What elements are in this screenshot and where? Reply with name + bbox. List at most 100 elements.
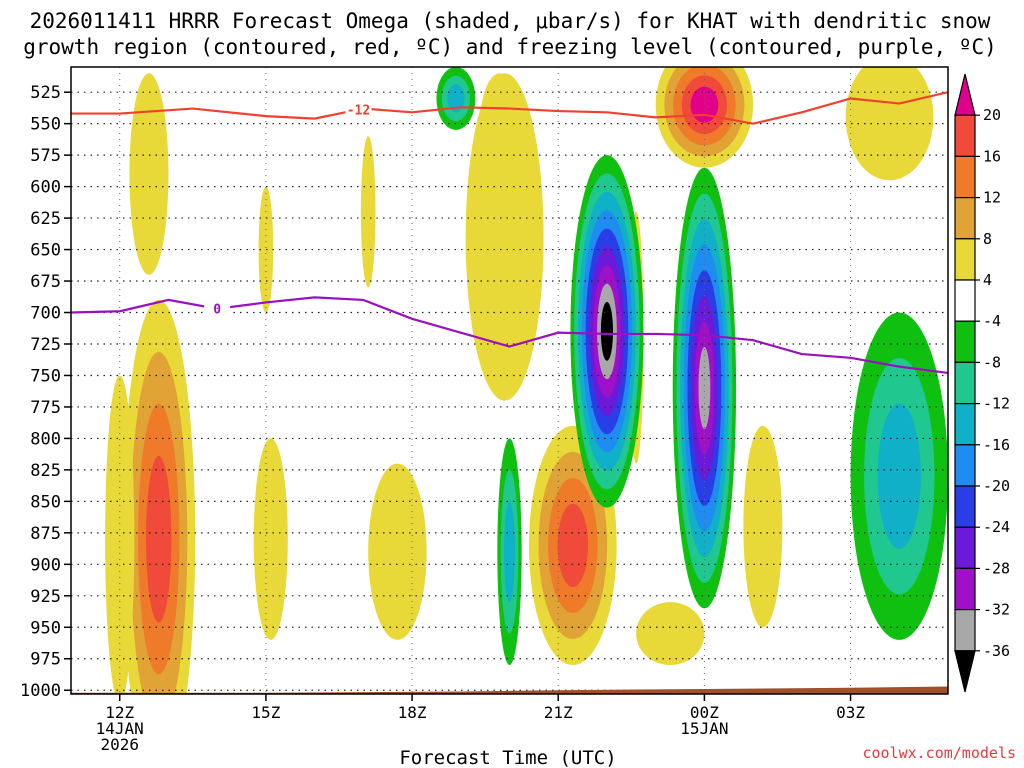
y-tick-label-600: 600 [30,178,61,198]
x-tick-label-15z: 15Z [251,703,280,722]
plot-frame [70,66,949,695]
omega-shade-sink-21z-low-3 [557,503,589,588]
omega-feature-sink-00z-upper [655,67,754,168]
colorbar-band-5 [954,279,976,322]
freezing-contour-label-bg [204,300,231,316]
omega-feature-sink-12z-upper [129,73,169,275]
omega-shade-sink-12z-upper-0 [129,73,169,275]
omega-shade-sink-0330z-upper-0 [845,67,934,181]
y-tick-label-575: 575 [30,146,61,166]
colorbar-label-3: 8 [983,230,992,248]
colorbar-band-12 [954,567,976,611]
y-tick-label-675: 675 [30,272,61,292]
x-tick-label-14jan: 14JAN [96,719,144,738]
omega-shade-rise-20z-low-2 [504,501,515,603]
y-tick-label-975: 975 [30,650,61,670]
omega-shade-rise-1830z-upper-2 [447,84,465,113]
colorbar-label-11: -28 [983,559,1010,577]
colorbar-label-0: 20 [983,106,1001,124]
y-tick-label-725: 725 [30,335,61,355]
y-tick-label-625: 625 [30,209,61,229]
grid-lines [71,67,948,694]
chart-title-line-1: 2026011411 HRRR Forecast Omega (shaded, … [30,9,991,33]
colorbar-band-2 [954,155,976,199]
y-tick-label-650: 650 [30,241,61,261]
y-tick-label-900: 900 [30,555,61,575]
dendritic-contour-line [71,91,948,125]
terrain [71,686,948,694]
colorbar-band-9 [954,444,976,487]
y-tick-label-750: 750 [30,366,61,386]
x-tick-label-00z: 00Z [690,703,719,722]
colorbar-band-3 [954,197,976,240]
omega-shade-sink-15z-mid-0 [258,186,274,313]
omega-feature-rise-2130z-core [570,155,644,508]
y-tick-label-925: 925 [30,587,61,607]
chart-title-line-2: growth region (contoured, red, ºC) and f… [23,35,997,59]
omega-shade-sink-19z-upper-0 [480,73,520,175]
colorbar-band-11 [954,526,976,570]
omega-shade-sink-1230z-column-3 [145,455,172,623]
dendritic-contour-label-bg [345,101,372,117]
omega-feature-sink-1730z-low [368,463,427,640]
omega-shade-sink-01z-low-0 [743,425,783,628]
colorbar-label-8: -16 [983,436,1010,454]
colorbar-label-13: -36 [983,642,1010,660]
colorbar-label-10: -24 [983,518,1010,536]
colorbar-band-6 [954,320,976,364]
omega-feature-rise-1830z-upper [436,67,476,130]
omega-feature-sink-1130z-low [105,375,135,694]
omega-feature-sink-17z-mid [360,136,376,288]
colorbar: 20 16 12 8 4 -4 -8 -12 -16 -20 -24 -28 -32 -36 [954,73,1010,693]
omega-shade-sink-17z-mid-0 [360,136,376,288]
colorbar-band-7 [954,361,976,405]
colorbar-band-1 [954,114,976,157]
plot-area: -12 0 [71,67,948,694]
omega-shade-sink-1730z-low-0 [368,463,427,640]
omega-feature-sink-1230z-column [122,299,196,694]
x-tick-label-03z: 03Z [836,703,865,722]
y-tick-label-1000: 1000 [20,681,61,701]
x-tick-label-15jan: 15JAN [680,719,728,738]
y-tick-label-875: 875 [30,524,61,544]
y-tick-label-800: 800 [30,429,61,449]
x-tick-label-18z: 18Z [398,703,427,722]
omega-feature-sink-15z-low [253,438,288,640]
omega-shade-rise-00z-core-7 [698,347,711,430]
y-tick-label-525: 525 [30,83,61,103]
omega-feature-rise-04z-lower [850,312,948,640]
colorbar-band-10 [954,485,976,528]
colorbar-label-7: -12 [983,395,1010,413]
y-tick-label-825: 825 [30,461,61,481]
omega-feature-sink-15z-mid [258,186,274,313]
ground-surface [71,686,948,694]
omega-feature-sink-19z-upper [480,73,520,175]
colorbar-band-8 [954,403,976,446]
freezing-contour-label: 0 [213,303,221,318]
x-tick-label-12z: 12Z [105,703,134,722]
omega-shade-rise-04z-lower-2 [877,403,921,549]
omega-feature-sink-23z-low [636,602,705,666]
credit-text: coolwx.com/models [862,744,1016,762]
colorbar-band-13 [954,608,976,652]
omega-feature-sink-0330z-upper [845,67,934,181]
colorbar-label-1: 16 [983,147,1001,165]
omega-shade-rise-2130z-core-8 [600,302,614,361]
omega-shading [105,67,948,694]
colorbar-band-bottom-arrow [954,650,976,693]
omega-feature-rise-00z-core [672,167,737,609]
x-tick-label-2026: 2026 [100,735,139,754]
y-tick-label-775: 775 [30,398,61,418]
omega-shade-sink-15z-low-0 [253,438,288,640]
y-tick-label-700: 700 [30,304,61,324]
omega-shade-sink-23z-low-0 [636,602,705,666]
omega-shade-sink-1130z-low-0 [105,375,135,694]
omega-shade-sink-00z-upper-4 [690,86,719,123]
y-tick-label-850: 850 [30,492,61,512]
colorbar-label-2: 12 [983,189,1001,207]
colorbar-label-4: 4 [983,271,992,289]
colorbar-label-6: -8 [983,353,1001,371]
colorbar-label-5: -4 [983,312,1001,330]
y-tick-label-550: 550 [30,115,61,135]
